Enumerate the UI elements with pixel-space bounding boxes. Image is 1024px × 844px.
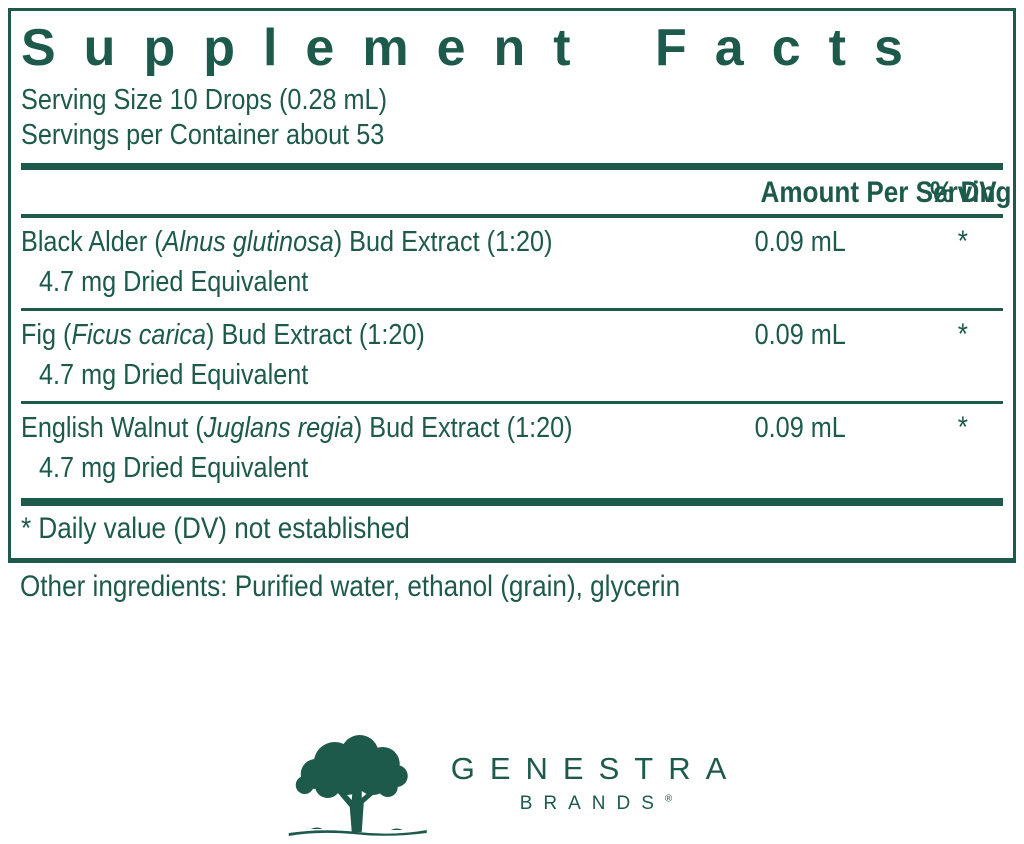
ingredient-row-fig: Fig (Ficus carica) Bud Extract (1:20) 0.… <box>21 315 1003 395</box>
serving-info: Serving Size 10 Drops (0.28 mL) Servings… <box>21 83 1003 153</box>
ingredient-name: Black Alder (Alnus glutinosa) Bud Extrac… <box>21 226 553 258</box>
ingredient-equivalent: 4.7 mg Dried Equivalent <box>39 266 309 298</box>
brand-name: GENESTRA <box>450 751 742 786</box>
ingredient-row-english-walnut: English Walnut (Juglans regia) Bud Extra… <box>21 408 1003 488</box>
brand-subtitle: BRANDS® <box>519 793 673 814</box>
table-header-row: Amount Per Serving % DV <box>21 172 1012 214</box>
ingredient-name: English Walnut (Juglans regia) Bud Extra… <box>21 412 573 444</box>
ingredient-equivalent: 4.7 mg Dried Equivalent <box>39 452 309 484</box>
header-percent-dv: % DV <box>929 176 997 209</box>
divider-below-header <box>21 214 1003 218</box>
ingredient-amount: 0.09 mL <box>754 319 846 351</box>
oak-tree-icon <box>288 735 427 836</box>
serving-size-line: Serving Size 10 Drops (0.28 mL) <box>21 84 387 116</box>
supplement-facts-panel: Supplement Facts Serving Size 10 Drops (… <box>8 8 1016 563</box>
ingredient-dv: * <box>957 318 969 351</box>
divider-thick-bottom <box>21 498 1003 506</box>
registered-trademark-icon: ® <box>664 793 673 805</box>
latin-name: Alnus glutinosa <box>162 226 334 258</box>
ingredient-equivalent: 4.7 mg Dried Equivalent <box>39 359 309 391</box>
panel-title: Supplement Facts <box>21 19 931 77</box>
ingredient-amount: 0.09 mL <box>754 226 846 258</box>
other-ingredients-line: Other ingredients: Purified water, ethan… <box>20 570 681 603</box>
row-divider <box>21 308 1003 311</box>
divider-thick-top <box>21 163 1003 170</box>
row-divider <box>21 401 1003 404</box>
ingredient-row-black-alder: Black Alder (Alnus glutinosa) Bud Extrac… <box>21 222 1003 302</box>
latin-name: Juglans regia <box>203 412 354 444</box>
latin-name: Ficus carica <box>71 319 207 351</box>
servings-per-container-line: Servings per Container about 53 <box>21 119 385 151</box>
ingredient-name: Fig (Ficus carica) Bud Extract (1:20) <box>21 319 425 351</box>
ingredient-dv: * <box>957 225 969 258</box>
ingredient-amount: 0.09 mL <box>754 412 846 444</box>
header-amount-per-serving: Amount Per Serving <box>760 176 1012 209</box>
genestra-brands-logo: GENESTRA BRANDS® <box>283 733 742 843</box>
dv-footnote: * Daily value (DV) not established <box>21 512 410 545</box>
brand-wordmark: GENESTRA BRANDS® <box>451 751 742 825</box>
ingredient-dv: * <box>957 411 969 444</box>
